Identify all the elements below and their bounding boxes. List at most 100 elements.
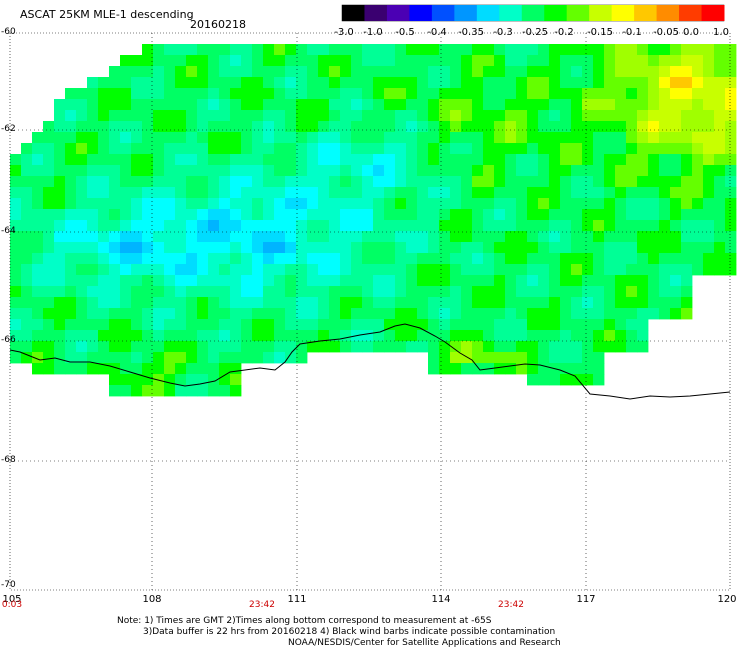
data-cell: [263, 165, 275, 177]
data-cell: [670, 99, 682, 111]
data-cell: [296, 264, 308, 276]
data-cell: [296, 187, 308, 199]
data-cell: [637, 297, 649, 309]
data-cell: [428, 297, 440, 309]
data-cell: [186, 66, 198, 78]
data-cell: [670, 242, 682, 254]
data-cell: [43, 286, 55, 298]
data-cell: [142, 286, 154, 298]
data-cell: [87, 308, 99, 320]
data-cell: [384, 330, 396, 342]
data-cell: [472, 99, 484, 111]
data-cell: [450, 154, 462, 166]
lat-label: -66: [1, 335, 16, 345]
data-cell: [483, 121, 495, 133]
data-cell: [516, 308, 528, 320]
data-cell: [384, 253, 396, 265]
data-cell: [549, 231, 561, 243]
data-cell: [219, 363, 231, 375]
data-cell: [395, 330, 407, 342]
data-cell: [120, 231, 132, 243]
data-cell: [670, 187, 682, 199]
data-cell: [318, 77, 330, 89]
data-cell: [538, 176, 550, 188]
data-cell: [604, 231, 616, 243]
data-cell: [593, 209, 605, 221]
data-cell: [439, 231, 451, 243]
data-cell: [626, 220, 638, 232]
data-cell: [593, 220, 605, 232]
data-cell: [340, 154, 352, 166]
data-cell: [230, 286, 242, 298]
data-cell: [208, 66, 220, 78]
data-cell: [582, 330, 594, 342]
data-cell: [406, 154, 418, 166]
data-cell: [560, 165, 572, 177]
data-cell: [120, 220, 132, 232]
data-cell: [714, 198, 726, 210]
data-cell: [296, 88, 308, 100]
data-cell: [274, 165, 286, 177]
data-cell: [637, 198, 649, 210]
data-cell: [725, 44, 737, 56]
lat-label: -70: [1, 580, 16, 590]
data-cell: [219, 121, 231, 133]
data-cell: [32, 220, 44, 232]
data-cell: [549, 187, 561, 199]
data-cell: [516, 220, 528, 232]
data-cell: [406, 242, 418, 254]
data-cell: [450, 121, 462, 133]
data-cell: [230, 132, 242, 144]
data-cell: [659, 121, 671, 133]
data-cell: [131, 341, 143, 353]
data-cell: [670, 297, 682, 309]
data-cell: [582, 55, 594, 67]
data-cell: [241, 187, 253, 199]
data-cell: [461, 110, 473, 122]
data-cell: [296, 176, 308, 188]
data-cell: [263, 154, 275, 166]
data-cell: [362, 99, 374, 111]
data-cell: [208, 253, 220, 265]
data-cell: [384, 275, 396, 287]
data-cell: [21, 330, 33, 342]
data-cell: [329, 264, 341, 276]
data-cell: [681, 297, 693, 309]
data-cell: [274, 352, 286, 364]
data-cell: [362, 187, 374, 199]
data-cell: [54, 352, 66, 364]
data-cell: [593, 110, 605, 122]
data-cell: [329, 209, 341, 221]
data-cell: [560, 176, 572, 188]
data-cell: [703, 231, 715, 243]
data-cell: [219, 275, 231, 287]
data-cell: [230, 374, 242, 386]
data-cell: [318, 143, 330, 155]
data-cell: [714, 55, 726, 67]
data-cell: [285, 242, 297, 254]
data-cell: [362, 77, 374, 89]
data-cell: [186, 209, 198, 221]
data-cell: [637, 165, 649, 177]
data-cell: [98, 264, 110, 276]
data-cell: [615, 165, 627, 177]
data-cell: [274, 66, 286, 78]
data-cell: [219, 165, 231, 177]
data-cell: [76, 165, 88, 177]
data-cell: [439, 319, 451, 331]
data-cell: [274, 187, 286, 199]
data-cell: [659, 77, 671, 89]
data-cell: [604, 253, 616, 265]
data-cell: [252, 352, 264, 364]
data-cell: [208, 374, 220, 386]
data-cell: [296, 110, 308, 122]
data-cell: [197, 88, 209, 100]
data-cell: [615, 66, 627, 78]
colorbar-tick: -0.25: [522, 27, 548, 38]
data-cell: [98, 121, 110, 133]
data-cell: [505, 44, 517, 56]
data-cell: [340, 231, 352, 243]
data-cell: [186, 330, 198, 342]
data-cell: [186, 253, 198, 265]
data-cell: [197, 55, 209, 67]
